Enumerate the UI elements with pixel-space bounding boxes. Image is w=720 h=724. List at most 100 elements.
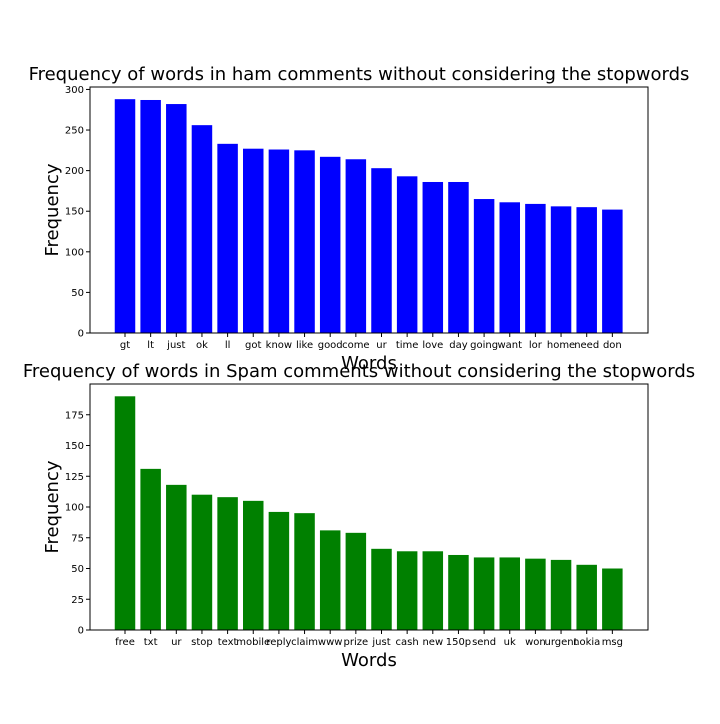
x-tick-label: come — [342, 340, 370, 351]
x-tick-label: just — [166, 340, 185, 351]
x-tick-label: good — [318, 340, 343, 351]
x-tick-label: prize — [344, 637, 369, 648]
x-tick-label: just — [371, 637, 390, 648]
x-tick-label: love — [422, 340, 443, 351]
bar-new — [422, 551, 444, 630]
bar-won — [525, 558, 546, 630]
bar-know — [268, 149, 290, 333]
y-tick-label: 50 — [71, 564, 84, 575]
y-axis-label: Frequency — [42, 163, 63, 256]
x-tick-label: stop — [191, 637, 213, 648]
bar-love — [422, 181, 444, 333]
x-tick-label: text — [218, 637, 238, 648]
chart-title: Frequency of words in Spam comments with… — [23, 361, 695, 382]
x-tick-label: txt — [144, 637, 158, 648]
bar-claim — [294, 513, 315, 630]
bar-just — [166, 104, 187, 333]
chart-panel-1: gt lt just ok ll got know like good come ur time lov… — [29, 64, 690, 374]
axes-frame — [89, 86, 649, 334]
bar-mobile — [243, 500, 264, 630]
y-tick-label: 125 — [65, 472, 84, 483]
x-tick-label: gt — [120, 340, 130, 351]
y-tick-label: 25 — [71, 595, 84, 606]
x-tick-label: new — [422, 637, 443, 648]
bar-lt — [140, 99, 161, 334]
x-tick-label: ur — [171, 637, 182, 648]
bar-want — [499, 202, 520, 333]
bar-time — [396, 176, 418, 333]
x-tick-label: send — [472, 637, 496, 648]
bar-gt — [114, 99, 136, 334]
bar-just — [371, 548, 392, 630]
bar-nokia — [576, 564, 597, 630]
x-tick-label: going — [470, 340, 498, 351]
x-tick-label: urgent — [545, 637, 578, 648]
bar-home — [550, 206, 572, 333]
x-tick-label: 150p — [446, 637, 471, 648]
bar-ok — [191, 125, 213, 333]
x-tick-label: won — [525, 637, 546, 648]
x-tick-label: reply — [266, 637, 291, 648]
x-axis-label: Words — [341, 353, 397, 374]
bar-send — [473, 557, 495, 630]
bar-cash — [396, 551, 418, 630]
chart-title: Frequency of words in ham comments witho… — [29, 64, 690, 85]
y-tick-label: 50 — [71, 288, 84, 299]
y-tick-label: 0 — [78, 329, 84, 340]
x-tick-label: know — [266, 340, 292, 351]
bar-need — [576, 207, 597, 333]
bar-150p — [448, 554, 469, 630]
y-tick-label: 75 — [71, 533, 84, 544]
x-tick-label: cash — [396, 637, 419, 648]
bar-going — [473, 199, 495, 333]
bar-uk — [499, 557, 520, 630]
x-tick-label: got — [245, 340, 261, 351]
x-tick-label: free — [115, 637, 135, 648]
bar-www — [319, 530, 341, 630]
y-tick-label: 0 — [78, 626, 84, 637]
bar-got — [243, 148, 264, 333]
bar-prize — [345, 532, 367, 630]
bar-lor — [525, 203, 546, 333]
x-tick-label: mobile — [236, 637, 270, 648]
x-tick-label: www — [318, 637, 343, 648]
bar-free — [114, 396, 136, 630]
bar-don — [602, 209, 623, 333]
x-tick-label: need — [574, 340, 599, 351]
x-tick-label: lor — [529, 340, 543, 351]
bar-like — [294, 150, 315, 333]
bar-day — [448, 181, 469, 333]
bar-ur — [371, 168, 392, 333]
y-tick-label: 300 — [65, 85, 84, 96]
x-tick-label: ok — [196, 340, 208, 351]
bar-reply — [268, 511, 290, 630]
bar-msg — [602, 568, 623, 630]
y-tick-label: 100 — [65, 247, 84, 258]
y-tick-label: 100 — [65, 503, 84, 514]
bar-ll — [217, 143, 238, 333]
x-tick-label: claim — [291, 637, 318, 648]
y-axis-label: Frequency — [42, 460, 63, 553]
bar-ur — [166, 484, 187, 630]
x-tick-label: day — [449, 340, 467, 351]
x-tick-label: ur — [376, 340, 387, 351]
x-tick-label: uk — [504, 637, 516, 648]
y-tick-label: 150 — [65, 207, 84, 218]
bar-txt — [140, 468, 161, 630]
x-tick-label: time — [396, 340, 419, 351]
y-tick-label: 150 — [65, 441, 84, 452]
x-tick-label: home — [547, 340, 575, 351]
bar-good — [319, 156, 341, 333]
x-tick-label: don — [603, 340, 622, 351]
bar-urgent — [550, 559, 572, 630]
bar-come — [345, 159, 367, 333]
bar-text — [217, 497, 238, 630]
x-tick-label: like — [296, 340, 313, 351]
x-tick-label: want — [497, 340, 522, 351]
x-tick-label: nokia — [573, 637, 600, 648]
y-tick-label: 250 — [65, 126, 84, 137]
x-tick-label: msg — [602, 637, 623, 648]
